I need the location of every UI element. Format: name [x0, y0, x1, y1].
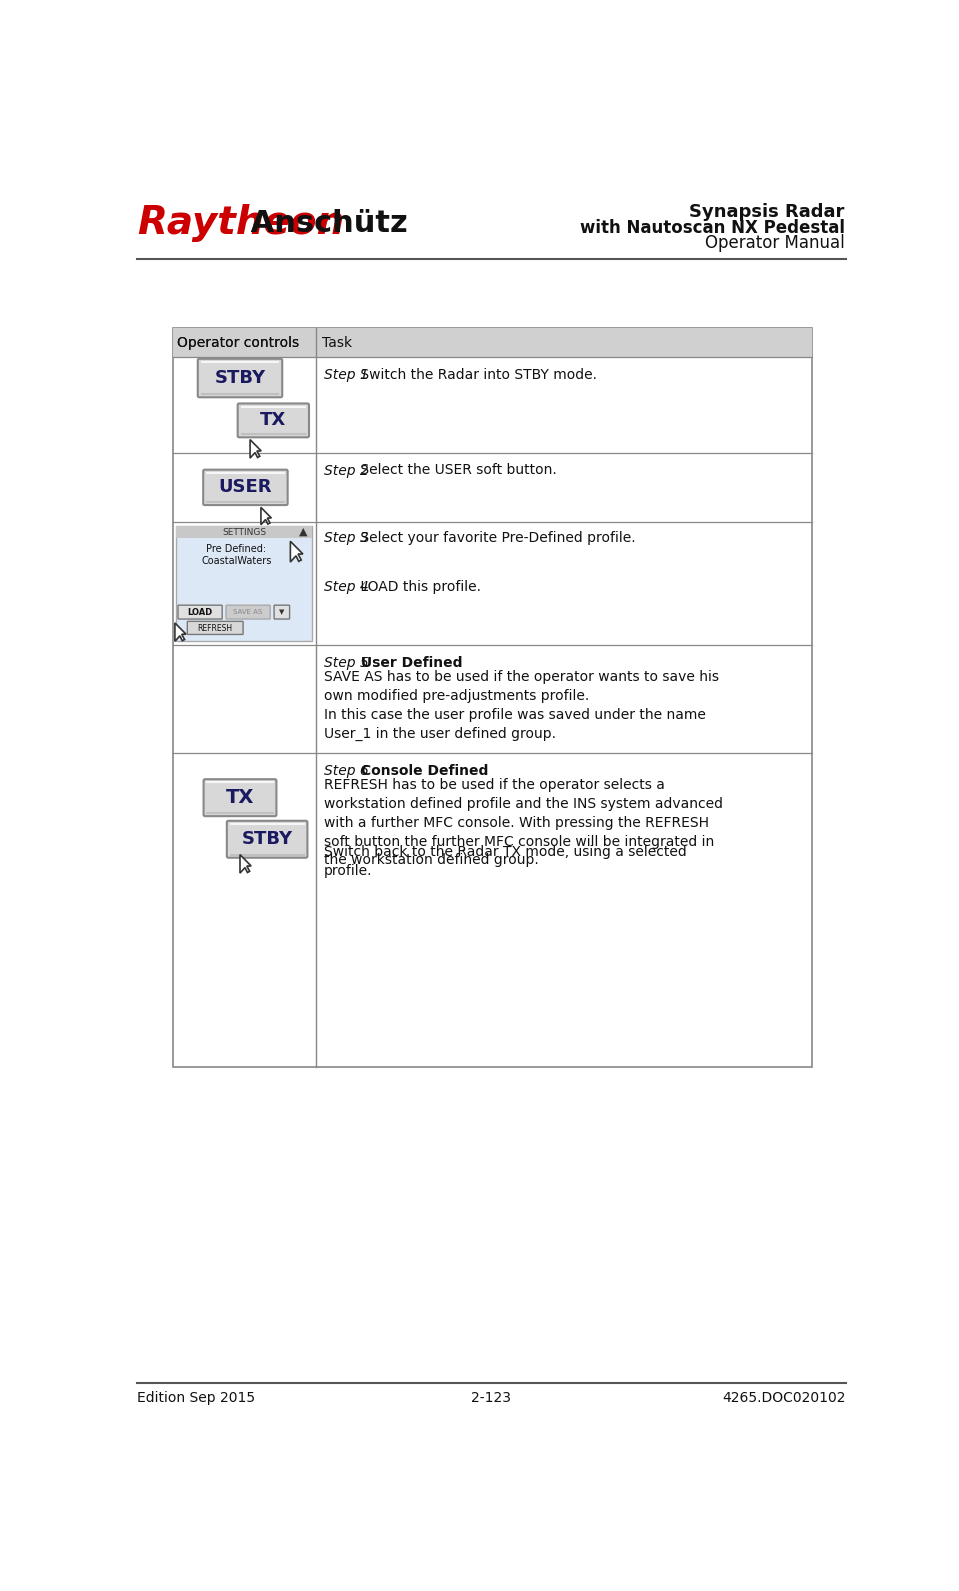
Polygon shape: [291, 541, 303, 562]
Text: Task: Task: [322, 336, 352, 350]
Text: Switch the Radar into STBY mode.: Switch the Radar into STBY mode.: [356, 368, 597, 382]
Text: 4265.DOC020102: 4265.DOC020102: [722, 1391, 846, 1405]
Text: Operator Manual: Operator Manual: [705, 234, 845, 251]
Text: Synapsis Radar: Synapsis Radar: [690, 204, 845, 221]
Text: TX: TX: [225, 788, 254, 807]
Text: LOAD this profile.: LOAD this profile.: [356, 579, 481, 593]
FancyBboxPatch shape: [226, 605, 270, 619]
Polygon shape: [261, 508, 271, 525]
Text: Step 2: Step 2: [324, 463, 368, 477]
Text: Raytheon: Raytheon: [137, 204, 344, 242]
Text: Anschütz: Anschütz: [240, 208, 408, 237]
Bar: [173, 328, 812, 358]
Polygon shape: [175, 624, 186, 641]
FancyBboxPatch shape: [227, 821, 308, 858]
FancyBboxPatch shape: [187, 622, 243, 635]
Text: Select your favorite Pre-Defined profile.: Select your favorite Pre-Defined profile…: [356, 531, 636, 546]
Text: REFRESH: REFRESH: [198, 624, 233, 633]
Text: with Nautoscan NX Pedestal: with Nautoscan NX Pedestal: [579, 220, 845, 237]
FancyBboxPatch shape: [198, 360, 282, 398]
Text: STBY: STBY: [242, 831, 292, 848]
Text: REFRESH has to be used if the operator selects a
workstation defined profile and: REFRESH has to be used if the operator s…: [324, 778, 723, 867]
FancyBboxPatch shape: [203, 469, 288, 504]
Text: USER: USER: [219, 479, 272, 496]
FancyBboxPatch shape: [203, 780, 276, 816]
Text: Operator controls: Operator controls: [177, 336, 299, 350]
Text: STBY: STBY: [215, 369, 266, 387]
Text: Switch back to the Radar TX mode, using a selected
profile.: Switch back to the Radar TX mode, using …: [324, 845, 687, 878]
FancyBboxPatch shape: [178, 605, 222, 619]
Text: SAVE AS: SAVE AS: [233, 609, 263, 616]
Polygon shape: [250, 439, 261, 458]
Text: ▲: ▲: [298, 527, 307, 538]
Bar: [176, 527, 312, 538]
FancyBboxPatch shape: [274, 605, 290, 619]
Text: Console Defined: Console Defined: [356, 764, 489, 778]
Text: 2-123: 2-123: [471, 1391, 511, 1405]
Text: Operator controls: Operator controls: [177, 336, 299, 350]
Text: Step 6: Step 6: [324, 764, 368, 778]
Text: User Defined: User Defined: [356, 655, 463, 670]
Bar: [176, 527, 312, 641]
Text: Edition Sep 2015: Edition Sep 2015: [137, 1391, 255, 1405]
Text: SETTINGS: SETTINGS: [222, 528, 267, 536]
Text: Pre Defined:
CoastalWaters: Pre Defined: CoastalWaters: [201, 544, 271, 566]
Text: LOAD: LOAD: [187, 608, 212, 617]
FancyBboxPatch shape: [238, 404, 309, 438]
Text: ▼: ▼: [279, 609, 285, 616]
Text: Step 4: Step 4: [324, 579, 368, 593]
Text: Select the USER soft button.: Select the USER soft button.: [356, 463, 557, 477]
Text: TX: TX: [260, 412, 287, 430]
Text: Step 3: Step 3: [324, 531, 368, 546]
Text: Step 1: Step 1: [324, 368, 368, 382]
Text: Step 5: Step 5: [324, 655, 368, 670]
Bar: [173, 328, 812, 1068]
Polygon shape: [240, 854, 251, 873]
Text: SAVE AS has to be used if the operator wants to save his
own modified pre-adjust: SAVE AS has to be used if the operator w…: [324, 670, 718, 741]
